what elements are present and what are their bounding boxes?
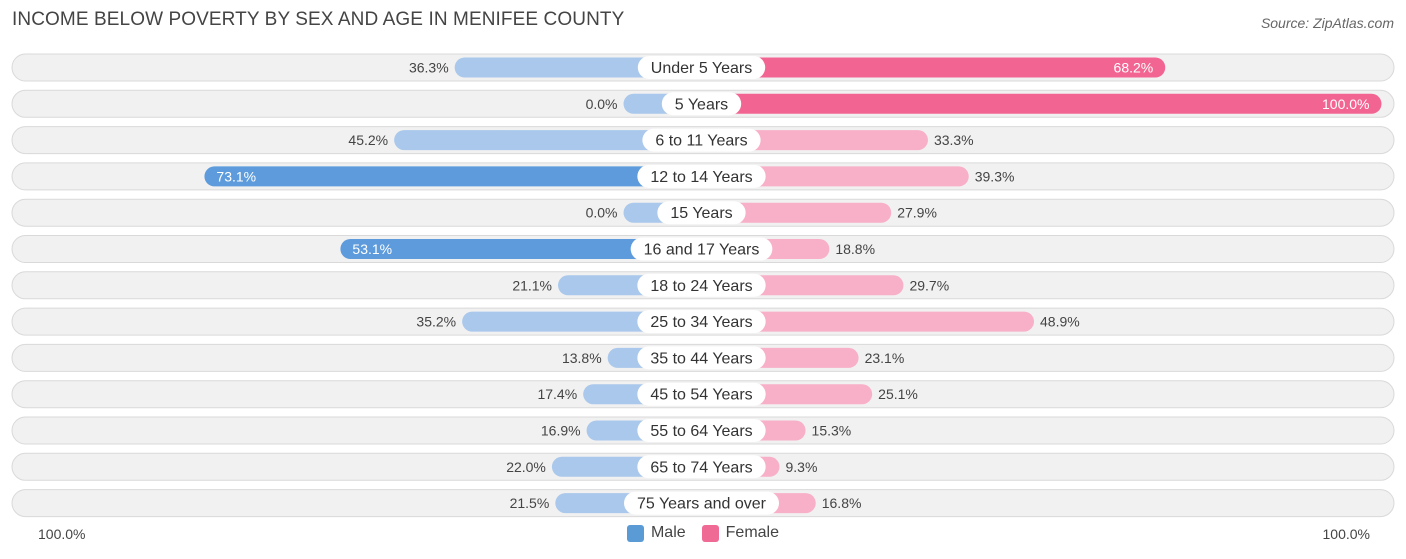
category-pill [637,382,766,406]
female-value-label: 27.9% [897,205,937,221]
female-value-label: 48.9% [1040,314,1080,330]
category-pill [637,455,766,479]
male-value-label: 53.1% [352,241,392,257]
legend-swatch-male [626,524,644,542]
category-label: 25 to 34 Years [650,314,752,331]
category-pill [637,419,766,442]
female-value-label: 25.1% [878,386,918,402]
category-pill [642,128,761,152]
chart-title: INCOME BELOW POVERTY BY SEX AND AGE IN M… [12,9,625,30]
female-value-label: 9.3% [786,459,818,475]
male-value-label: 0.0% [586,205,618,221]
category-pill [630,237,773,261]
male-value-label: 36.3% [409,60,449,76]
male-value-label: 21.1% [512,277,552,293]
axis-left-label: 100.0% [38,526,86,542]
source-credit: Source: ZipAtlas.com [1260,15,1394,31]
category-label: Under 5 Years [651,60,752,77]
female-value-label: 15.3% [812,423,852,439]
male-bar [204,166,702,187]
male-value-label: 16.9% [541,423,581,439]
category-pill [637,273,766,297]
legend: Male Female [0,524,1406,542]
category-label: 18 to 24 Years [650,278,752,295]
female-value-label: 68.2% [1114,60,1154,76]
male-value-label: 22.0% [506,459,546,475]
legend-label-male: Male [650,524,686,541]
category-pill [657,201,746,225]
category-pill [624,491,779,515]
poverty-chart: 36.3% 68.2% Under 5 Years 0.0% 100.0% 5 Years… [11,53,1395,518]
category-label: 65 to 74 Years [650,459,752,476]
male-bar [394,130,702,151]
male-bar [340,239,702,259]
female-value-label: 23.1% [865,350,905,366]
female-bar [701,57,1166,78]
category-label: 55 to 64 Years [650,423,752,440]
female-value-label: 39.3% [975,168,1015,184]
category-label: 45 to 54 Years [650,387,752,404]
female-value-label: 16.8% [822,495,862,511]
male-value-label: 45.2% [348,132,388,148]
category-pill [637,164,766,188]
legend-label-female: Female [725,524,780,541]
category-label: 5 Years [675,96,728,113]
category-pill [637,56,766,79]
female-value-label: 18.8% [835,241,875,257]
female-bar [701,93,1382,114]
female-value-label: 100.0% [1322,96,1369,112]
axis-right-label: 100.0% [1322,526,1370,542]
female-value-label: 29.7% [909,277,949,293]
category-label: 6 to 11 Years [655,133,747,150]
male-value-label: 13.8% [562,350,602,366]
category-label: 16 and 17 Years [644,242,760,259]
female-bar [701,311,1035,332]
male-value-label: 17.4% [537,386,577,402]
male-value-label: 35.2% [416,314,456,330]
legend-swatch-female [701,524,719,542]
category-pill [637,346,766,370]
male-value-label: 73.1% [216,168,256,184]
category-label: 35 to 44 Years [650,350,752,367]
category-pill [661,92,742,116]
category-label: 15 Years [670,205,732,222]
female-bar [701,166,969,187]
male-value-label: 0.0% [586,96,618,112]
legend-item-female: Female [701,524,780,542]
legend-item-male: Male [626,524,686,542]
category-pill [637,310,766,334]
female-value-label: 33.3% [934,132,974,148]
category-label: 12 to 14 Years [650,169,752,186]
category-label: 75 Years and over [637,496,767,513]
male-value-label: 21.5% [510,495,550,511]
female-bar [701,202,892,223]
